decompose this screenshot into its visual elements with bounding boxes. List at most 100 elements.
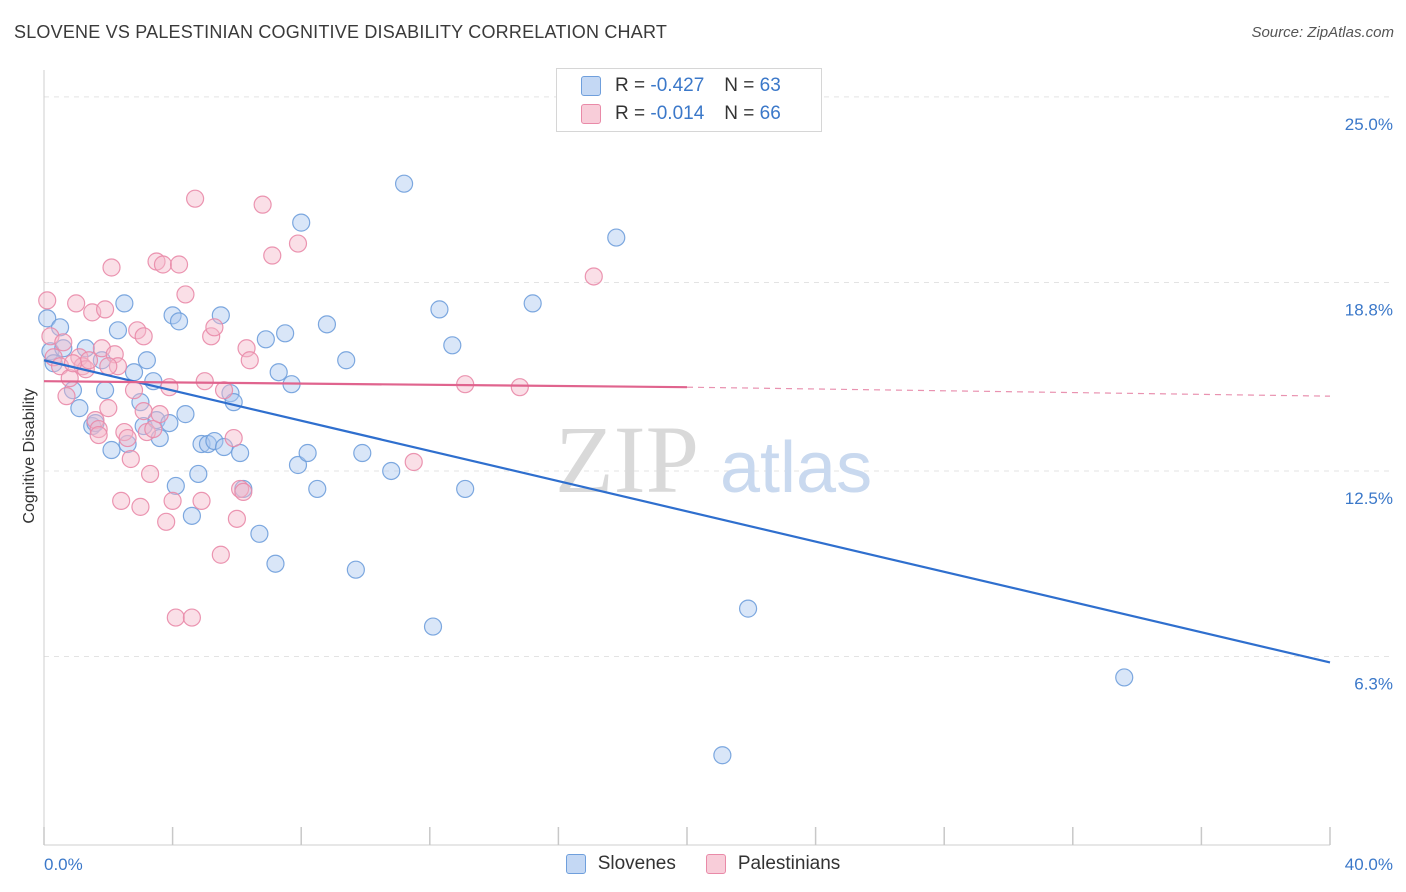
palestinian-point xyxy=(234,482,253,502)
palestinian-point xyxy=(153,255,173,274)
slovene-point xyxy=(346,560,365,579)
palestinian-point xyxy=(131,497,150,516)
series-legend: Slovenes Palestinians xyxy=(0,851,1406,877)
legend-item-palestinians[interactable]: Palestinians xyxy=(705,851,841,877)
slovene-point xyxy=(292,213,311,232)
palestinian-point xyxy=(118,428,137,448)
palestinians-swatch xyxy=(581,104,601,124)
source-label: Source: ZipAtlas.com xyxy=(1251,24,1394,41)
slovene-point xyxy=(607,228,626,247)
slovene-point xyxy=(394,174,414,193)
palestinian-point xyxy=(134,402,153,421)
slovene-point xyxy=(38,309,57,328)
y-tick-label: 25.0% xyxy=(1345,115,1393,134)
slovene-point xyxy=(115,294,134,313)
palestinian-point xyxy=(288,234,308,253)
palestinian-point xyxy=(169,255,189,274)
legend-n-value: 66 xyxy=(759,103,781,124)
slovene-point xyxy=(269,363,288,382)
chart-title: SLOVENE VS PALESTINIAN COGNITIVE DISABIL… xyxy=(14,22,668,42)
legend-row-palestinians: R = -0.014 N = 66 xyxy=(581,102,781,126)
legend-r-label: R = xyxy=(615,103,646,124)
palestinian-point xyxy=(176,285,195,304)
slovene-point xyxy=(70,399,89,418)
palestinian-point xyxy=(404,452,423,472)
slovene-point xyxy=(182,506,201,525)
grid-layer xyxy=(44,96,1394,657)
palestinian-point xyxy=(134,327,153,346)
palestinians-trend-extension xyxy=(686,386,1331,397)
legend-n-label: N = xyxy=(724,103,755,124)
x-tick-label: 40.0% xyxy=(1345,855,1393,874)
palestinian-point xyxy=(60,369,79,388)
legend-label-palestinians: Palestinians xyxy=(737,853,841,874)
slovene-point xyxy=(166,476,185,496)
palestinian-point xyxy=(214,381,234,400)
palestinian-point xyxy=(108,357,128,376)
y-tick-label: 18.8% xyxy=(1345,300,1393,319)
y-axis-label: Cognitive Disability xyxy=(21,388,38,523)
palestinian-point xyxy=(263,246,282,265)
palestinian-point xyxy=(510,378,529,397)
slovene-point xyxy=(430,300,449,319)
palestinian-point xyxy=(67,294,86,313)
slovene-point xyxy=(108,321,128,340)
palestinian-point xyxy=(150,405,169,424)
slovene-point xyxy=(189,464,208,484)
watermark-zip: ZIP xyxy=(555,406,699,513)
slovene-point xyxy=(523,294,542,313)
legend-r-value: -0.014 xyxy=(650,103,705,124)
palestinian-point xyxy=(163,491,182,510)
palestinian-point xyxy=(195,372,214,391)
slovene-point xyxy=(337,351,356,370)
slovene-point xyxy=(738,599,758,618)
y-tick-label: 6.3% xyxy=(1354,674,1393,693)
axes-layer xyxy=(43,70,1331,846)
legend-n-value: 63 xyxy=(759,75,781,96)
palestinian-point xyxy=(89,425,108,445)
palestinians-trend-line xyxy=(43,380,688,389)
palestinian-point xyxy=(102,258,121,277)
palestinian-point xyxy=(166,608,185,627)
palestinian-point xyxy=(54,333,73,352)
watermark: ZIP atlas xyxy=(555,406,872,513)
slovene-point xyxy=(266,554,285,573)
slovene-point xyxy=(382,461,401,481)
slovene-point xyxy=(169,312,189,331)
slovene-point xyxy=(423,617,443,636)
slovene-point xyxy=(317,315,337,334)
palestinian-point xyxy=(99,357,118,376)
palestinian-point xyxy=(192,491,211,510)
palestinian-point xyxy=(182,608,201,627)
slovenes-swatch xyxy=(581,76,601,96)
legend-item-slovenes[interactable]: Slovenes xyxy=(565,851,676,877)
palestinian-point xyxy=(144,419,163,439)
palestinian-point xyxy=(205,318,224,337)
legend-r-value: -0.427 xyxy=(650,75,705,96)
palestinian-point xyxy=(124,381,144,400)
points-layer xyxy=(38,174,1134,765)
slovene-point xyxy=(231,443,250,463)
slovene-point xyxy=(95,381,115,400)
palestinian-point xyxy=(240,351,259,370)
legend-row-slovenes: R = -0.427 N = 63 xyxy=(581,74,781,98)
slovene-point xyxy=(288,455,308,475)
palestinian-point xyxy=(186,189,205,208)
palestinian-point xyxy=(231,479,250,499)
x-tick-label: 0.0% xyxy=(44,855,83,874)
palestinian-point xyxy=(99,399,118,418)
slovene-point xyxy=(124,363,144,382)
watermark-atlas: atlas xyxy=(720,428,872,508)
slovene-point xyxy=(1115,668,1134,687)
slovene-point xyxy=(353,443,372,463)
slovene-point xyxy=(308,479,327,499)
palestinian-point xyxy=(95,300,115,319)
palestinian-point xyxy=(112,491,131,510)
slovenes-trend-line xyxy=(43,359,1331,664)
palestinian-point xyxy=(121,449,140,469)
slovene-point xyxy=(276,324,295,343)
palestinian-point xyxy=(79,351,99,370)
slovene-point xyxy=(256,330,275,349)
legend-r-label: R = xyxy=(615,75,646,96)
y-tick-label: 12.5% xyxy=(1345,489,1393,508)
